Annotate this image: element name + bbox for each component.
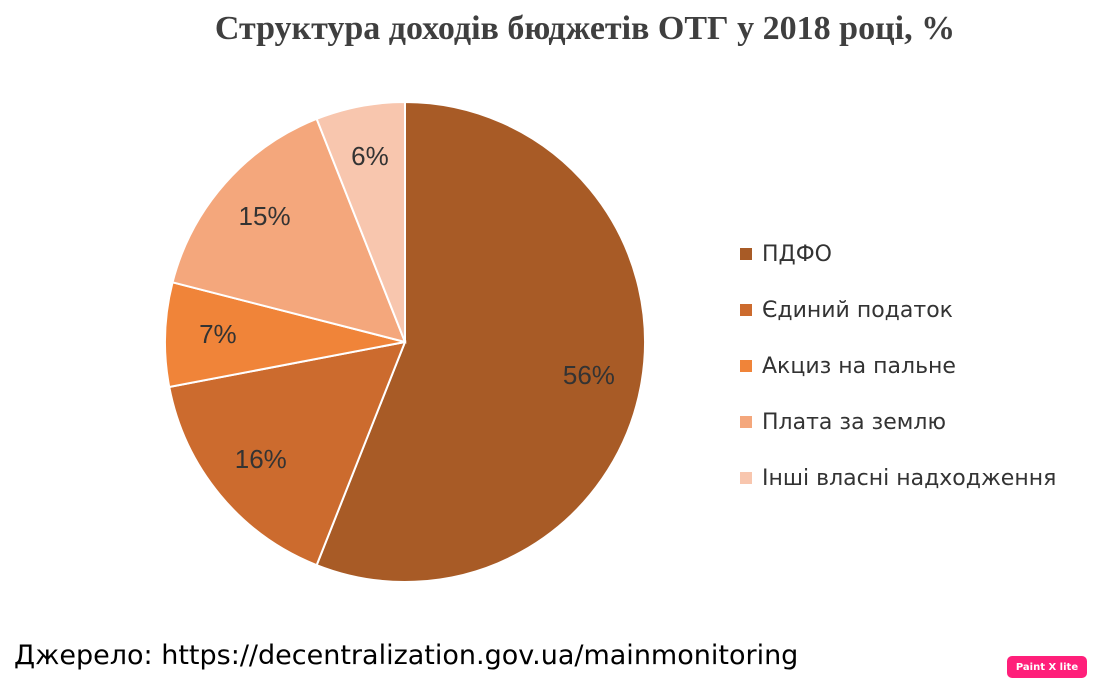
source-note: Джерело: https://decentralization.gov.ua… xyxy=(14,640,799,671)
legend-label: Акциз на пальне xyxy=(762,353,956,379)
legend-item-other: Інші власні надходження xyxy=(740,450,1056,506)
legend-label: ПДФО xyxy=(762,241,832,267)
chart-legend: ПДФО Єдиний податок Акциз на пальне Плат… xyxy=(740,226,1056,506)
legend-swatch xyxy=(740,416,752,428)
slice-other xyxy=(315,100,406,343)
slice-land-fee xyxy=(171,117,407,344)
data-label: 7% xyxy=(199,319,237,349)
legend-item-fuel-excise: Акциз на пальне xyxy=(740,338,1056,394)
slice-single-tax xyxy=(168,340,407,567)
watermark-badge: Paint X lite xyxy=(1007,656,1087,678)
data-label: 56% xyxy=(563,360,615,390)
legend-swatch xyxy=(740,248,752,260)
chart-title: Структура доходів бюджетів ОТГ у 2018 ро… xyxy=(214,10,956,47)
data-label: 16% xyxy=(235,444,287,474)
legend-swatch xyxy=(740,304,752,316)
slice-fuel-excise xyxy=(164,281,406,389)
data-label: 6% xyxy=(351,141,389,171)
data-label: 15% xyxy=(239,201,291,231)
slice-pdfo xyxy=(315,100,646,583)
legend-item-single-tax: Єдиний податок xyxy=(740,282,1056,338)
legend-swatch xyxy=(740,472,752,484)
legend-label: Плата за землю xyxy=(762,409,946,435)
legend-item-pdfo: ПДФО xyxy=(740,226,1056,282)
legend-swatch xyxy=(740,360,752,372)
legend-item-land-fee: Плата за землю xyxy=(740,394,1056,450)
legend-label: Інші власні надходження xyxy=(762,465,1057,491)
legend-label: Єдиний податок xyxy=(762,297,953,323)
